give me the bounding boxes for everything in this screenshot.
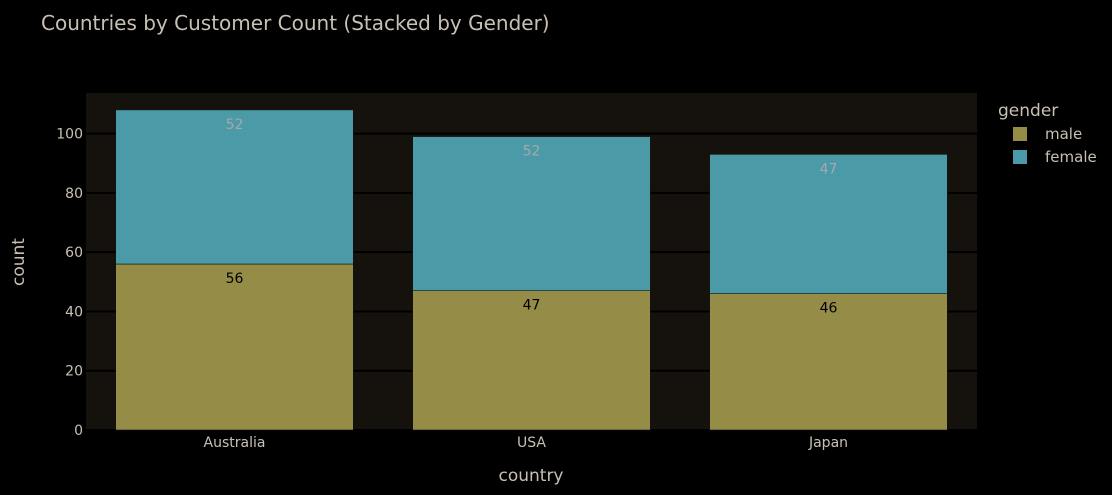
y-axis-title: count — [9, 238, 29, 286]
bar-label-female-japan: 47 — [820, 161, 838, 177]
x-tick-label: Australia — [204, 435, 266, 451]
chart-title: Countries by Customer Count (Stacked by … — [41, 11, 550, 35]
legend-swatch-female — [1013, 150, 1027, 164]
bar-label-male-australia: 56 — [226, 271, 244, 287]
x-axis-title: country — [498, 466, 563, 486]
bar-female-usa — [412, 136, 651, 291]
bar-male-usa — [412, 290, 651, 431]
bar-male-japan — [709, 293, 948, 431]
legend-label-female: female — [1045, 148, 1097, 166]
bar-label-male-usa: 47 — [523, 298, 541, 314]
legend-swatch-male — [1013, 127, 1027, 141]
x-tick-label: USA — [517, 435, 546, 451]
y-tick-label: 40 — [65, 304, 83, 320]
bar-label-female-usa: 52 — [523, 144, 541, 160]
y-tick-label: 80 — [65, 186, 83, 202]
bar-label-female-australia: 52 — [226, 117, 244, 133]
legend-label-male: male — [1045, 125, 1082, 143]
y-tick-label: 0 — [74, 423, 83, 439]
x-tick-label: Japan — [808, 435, 848, 451]
bar-label-male-japan: 46 — [820, 301, 838, 317]
bar-male-australia — [115, 263, 354, 431]
y-tick-label: 100 — [56, 127, 83, 143]
bars — [115, 109, 948, 431]
bar-female-australia — [115, 109, 354, 265]
bar-female-japan — [709, 154, 948, 294]
y-tick-label: 60 — [65, 245, 83, 261]
x-axis-ticks: Australia USA Japan — [204, 435, 848, 451]
bar-labels: 56 52 47 52 46 47 — [226, 117, 838, 317]
y-axis-ticks: 0 20 40 60 80 100 — [56, 127, 83, 439]
legend-title: gender — [998, 101, 1058, 121]
legend: gender male female — [998, 101, 1097, 166]
y-tick-label: 20 — [65, 364, 83, 380]
